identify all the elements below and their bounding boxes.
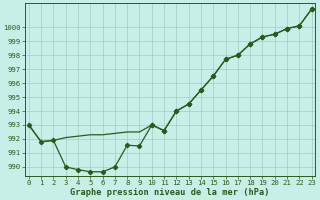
X-axis label: Graphe pression niveau de la mer (hPa): Graphe pression niveau de la mer (hPa) <box>70 188 270 197</box>
